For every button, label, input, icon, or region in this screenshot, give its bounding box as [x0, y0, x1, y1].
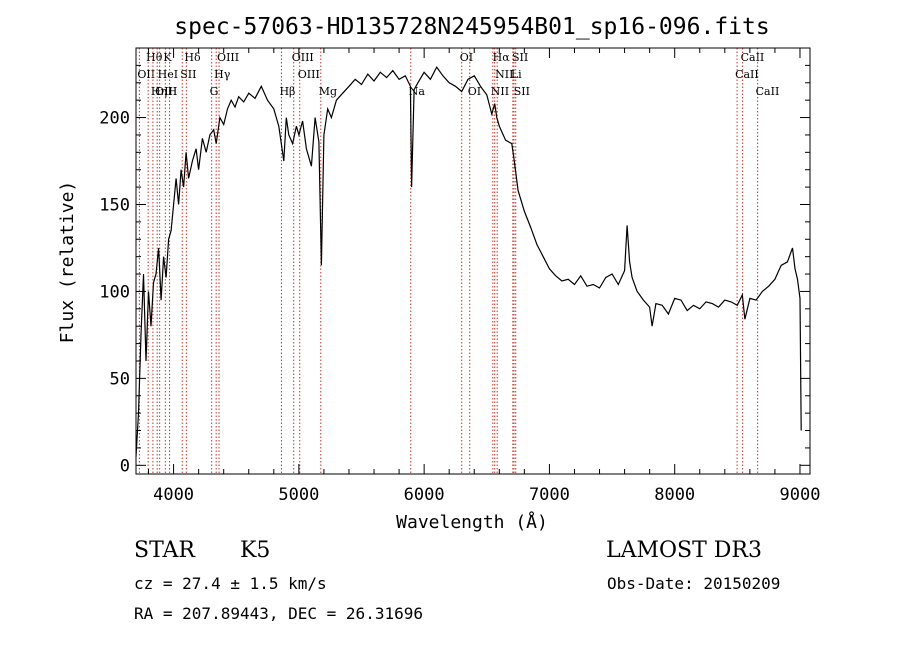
x-tick-label: 4000 [153, 485, 194, 505]
x-tick-label: 6000 [404, 485, 445, 505]
object-class: STAR [134, 538, 195, 563]
x-tick-label: 8000 [654, 485, 695, 505]
x-tick-label: 7000 [529, 485, 570, 505]
y-tick-label: 150 [99, 195, 130, 215]
object-subclass: K5 [240, 538, 271, 563]
spectral-line-label: Hη [151, 85, 167, 98]
spectral-line-label: OIII [217, 51, 239, 64]
survey-name: LAMOST DR3 [606, 538, 762, 563]
x-tick-label: 5000 [278, 485, 319, 505]
spectral-line-label: CaII [735, 68, 759, 81]
spectral-line-label: H [168, 85, 178, 98]
spectrum-series-line [135, 65, 802, 457]
y-tick-label: 100 [99, 282, 130, 302]
spectral-line-label: NII [495, 68, 513, 81]
spectral-line-label: HeI [158, 68, 178, 81]
spectral-line-label: NII [491, 85, 509, 98]
spectral-line-label: CaII [741, 51, 765, 64]
spectral-line-label: Hδ [184, 51, 201, 64]
spectral-line-label: OI [460, 51, 473, 64]
redshift-value: cz = 27.4 ± 1.5 km/s [134, 574, 327, 593]
plot-frame [135, 47, 811, 475]
spectral-line-label: G [210, 85, 219, 98]
spectral-line-label: SII [180, 68, 196, 81]
coordinates: RA = 207.89443, DEC = 26.31696 [134, 604, 423, 623]
x-tick-label: 9000 [780, 485, 821, 505]
y-tick-label: 200 [99, 109, 130, 129]
chart-title: spec-57063-HD135728N245954B01_sp16-096.f… [174, 14, 769, 40]
spectral-line-label: Na [409, 85, 426, 98]
spectral-line-label: Hθ [146, 51, 163, 64]
spectral-line-label: K [163, 51, 172, 64]
spectral-line-label: SII [512, 51, 528, 64]
y-axis-label: Flux (relative) [57, 181, 78, 344]
x-axis-label: Wavelength (Å) [396, 511, 548, 533]
spectral-line-label: OIII [155, 85, 177, 98]
spectral-line-label: SII [514, 85, 530, 98]
observation-date: Obs-Date: 20150209 [607, 574, 781, 593]
spectral-line-label: CaII [756, 85, 780, 98]
y-tick-label: 0 [120, 456, 130, 476]
spectral-line-label: OII [137, 68, 155, 81]
spectral-line-label: Hα [493, 51, 511, 64]
spectral-line-label: Hγ [214, 68, 231, 81]
spectral-line-label: OIII [298, 68, 320, 81]
spectral-line-label: Hβ [279, 85, 295, 98]
spectral-line-label: Mg [319, 85, 337, 98]
spectral-line-label: Li [511, 68, 522, 81]
y-tick-label: 50 [110, 369, 130, 389]
spectral-line-label: OI [468, 85, 481, 98]
spectral-line-label: OIII [292, 51, 314, 64]
